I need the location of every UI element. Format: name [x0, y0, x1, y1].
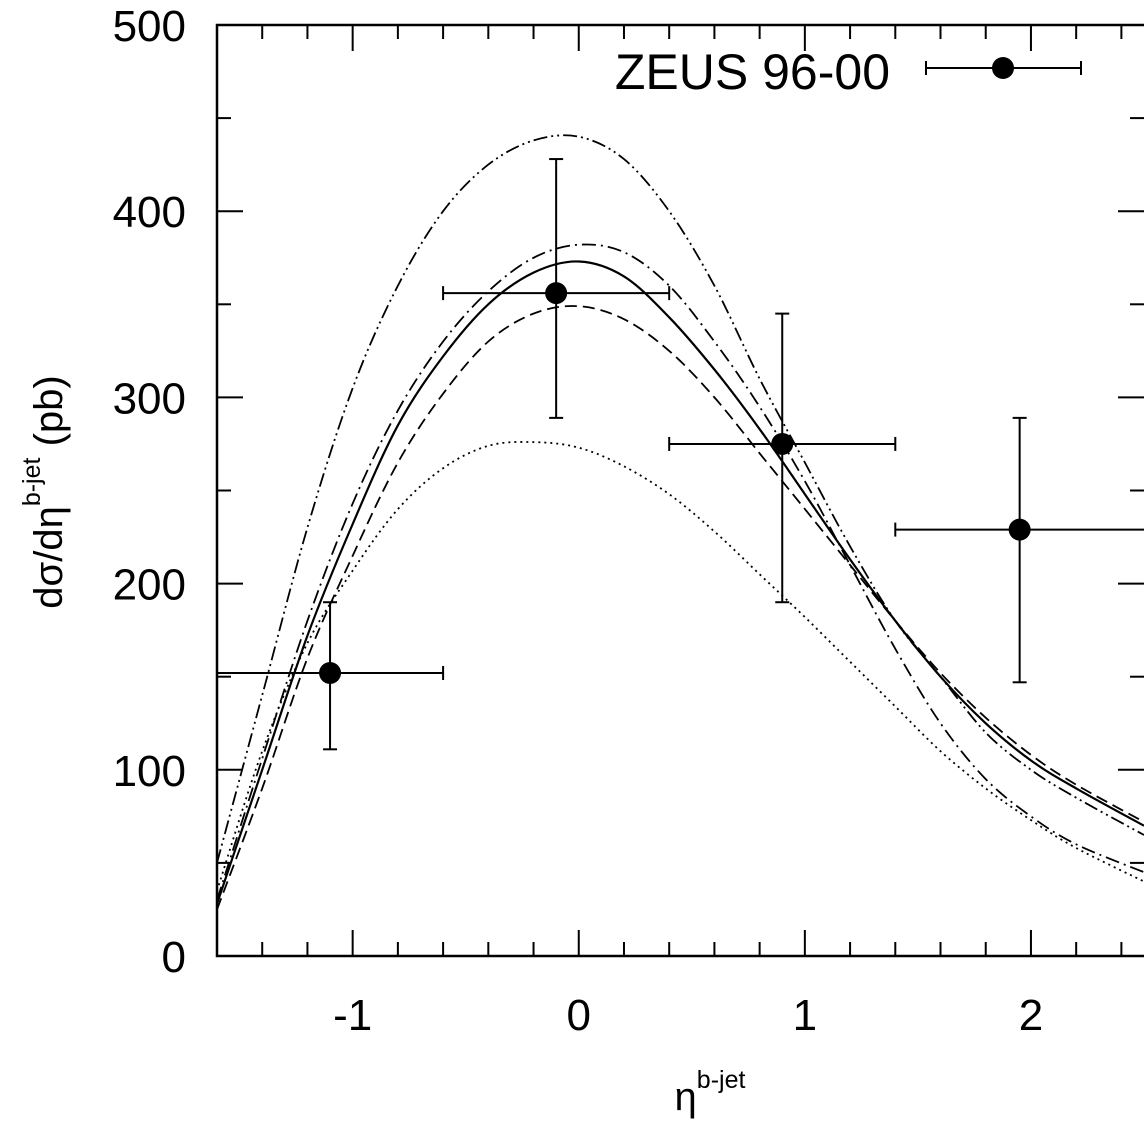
curve-solid — [217, 260, 1144, 905]
data-point — [217, 601, 445, 751]
y-tick-label: 100 — [113, 747, 186, 796]
y-tick-label: 0 — [162, 933, 186, 982]
x-axis-title-sup: b-jet — [697, 1066, 746, 1094]
x-axis-title: ηb-jet — [675, 1066, 746, 1119]
x-tick-label: -1 — [333, 991, 372, 1040]
y-axis-title-sup: b-jet — [18, 457, 46, 506]
y-tick-label: 300 — [113, 374, 186, 423]
plot-frame — [215, 23, 1144, 958]
y-tick-label: 200 — [113, 561, 186, 610]
data-marker — [545, 282, 568, 305]
data-marker — [1008, 518, 1031, 541]
x-axis-title-base: η — [675, 1075, 697, 1119]
data-points — [217, 158, 1144, 751]
x-tick-label: 0 — [567, 991, 591, 1040]
legend: ZEUS 96-00 — [615, 44, 1082, 100]
data-marker — [319, 661, 342, 684]
y-tick-label: 500 — [113, 2, 186, 51]
theory-curves — [217, 134, 1144, 910]
y-tick-label: 400 — [113, 188, 186, 237]
minor-tick-marks — [216, 25, 1144, 956]
x-tick-label: 1 — [793, 991, 817, 1040]
curve-dash-dot — [217, 243, 1144, 901]
data-point — [442, 158, 671, 419]
x-tick-label: 2 — [1019, 991, 1043, 1040]
y-axis-title-base: dσ/dη — [27, 506, 71, 609]
legend-label: ZEUS 96-00 — [615, 44, 890, 100]
y-axis-title: dσ/dηb-jet (pb) — [18, 375, 71, 608]
y-axis-title-unit: (pb) — [27, 375, 71, 457]
data-point — [668, 312, 897, 604]
major-tick-marks — [217, 24, 1144, 957]
curve-dash-dot-dot — [217, 134, 1144, 864]
tick-labels: -1 0 1 2 0 100 200 300 400 500 — [113, 2, 1044, 1040]
legend-marker — [992, 57, 1014, 79]
curve-dotted — [217, 441, 1144, 892]
data-point — [894, 416, 1144, 684]
data-marker — [771, 432, 794, 455]
curve-dashed — [217, 305, 1144, 910]
